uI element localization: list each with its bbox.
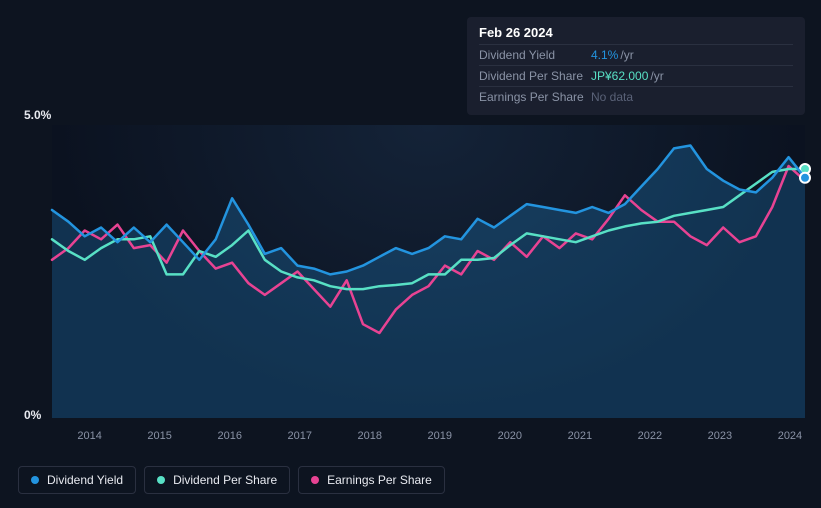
x-tick: 2016 [217,430,241,442]
tooltip-date: Feb 26 2024 [479,25,793,44]
x-tick: 2014 [77,430,101,442]
x-tick: 2021 [568,430,592,442]
x-tick: 2022 [638,430,662,442]
chart-plot [52,125,805,418]
legend-label: Dividend Yield [47,473,123,487]
series-fill [52,146,805,419]
tooltip-unit: /yr [620,48,633,62]
legend: Dividend Yield Dividend Per Share Earnings… [18,466,445,494]
legend-item[interactable]: Earnings Per Share [298,466,445,494]
series-end-dot [800,173,810,183]
legend-item[interactable]: Dividend Yield [18,466,136,494]
legend-item[interactable]: Dividend Per Share [144,466,290,494]
tooltip-label: Dividend Yield [479,48,591,62]
legend-dot-icon [311,476,319,484]
x-tick: 2015 [147,430,171,442]
x-tick: 2019 [428,430,452,442]
tooltip-row: Dividend Per ShareJP¥62.000 /yr [479,65,793,86]
x-axis: 2014 2015 2016 2017 2018 2019 2020 2021 2022 2023… [52,430,805,450]
x-tick: 2023 [708,430,732,442]
legend-dot-icon [157,476,165,484]
legend-label: Earnings Per Share [327,473,432,487]
y-axis-min: 0% [24,408,41,422]
x-tick: 2024 [778,430,802,442]
tooltip-row: Earnings Per ShareNo data [479,86,793,107]
legend-dot-icon [31,476,39,484]
legend-label: Dividend Per Share [173,473,277,487]
x-tick: 2017 [287,430,311,442]
tooltip-label: Earnings Per Share [479,90,591,104]
x-tick: 2020 [498,430,522,442]
tooltip-unit: /yr [650,69,663,83]
chart-tooltip: Feb 26 2024 Dividend Yield4.1% /yrDivide… [467,17,805,115]
tooltip-value: 4.1% [591,48,618,62]
tooltip-label: Dividend Per Share [479,69,591,83]
tooltip-value: JP¥62.000 [591,69,648,83]
y-axis-max: 5.0% [24,108,51,122]
x-tick: 2018 [358,430,382,442]
tooltip-value: No data [591,90,633,104]
tooltip-row: Dividend Yield4.1% /yr [479,44,793,65]
